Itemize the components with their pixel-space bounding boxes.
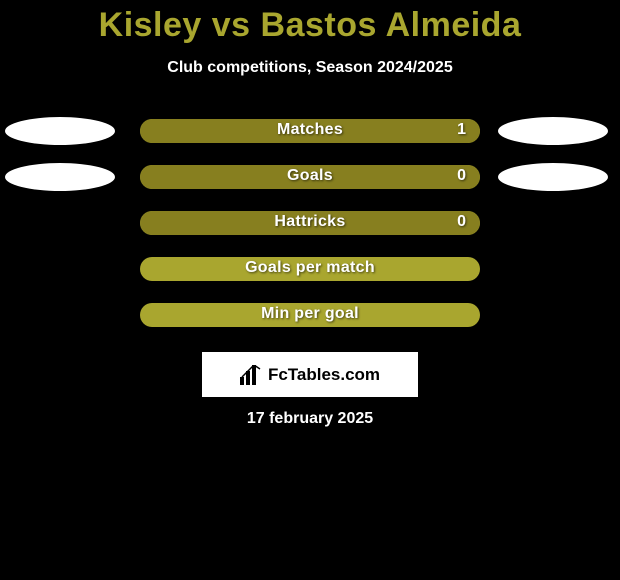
stat-bar: Goals0 [140,165,480,189]
stat-value: 1 [457,121,466,139]
logo-text: FcTables.com [268,365,380,385]
page-title: Kisley vs Bastos Almeida [0,0,620,45]
stat-bar: Matches1 [140,119,480,143]
stat-bar: Min per goal [140,303,480,327]
comparison-card: Kisley vs Bastos Almeida Club competitio… [0,0,620,580]
player-left-ellipse [5,117,115,145]
stat-label: Goals per match [140,259,480,277]
site-logo: FcTables.com [202,352,418,397]
page-subtitle: Club competitions, Season 2024/2025 [0,59,620,77]
date-text: 17 february 2025 [0,410,620,428]
player-right-ellipse [498,163,608,191]
stat-row: Goals per match [0,255,620,301]
player-right-ellipse [498,117,608,145]
stat-label: Min per goal [140,305,480,323]
stat-row: Min per goal [0,301,620,347]
stats-container: Matches1Goals0Hattricks0Goals per matchM… [0,117,620,347]
stat-row: Matches1 [0,117,620,163]
stat-row: Goals0 [0,163,620,209]
stat-label: Hattricks [140,213,480,231]
stat-bar: Hattricks0 [140,211,480,235]
stat-value: 0 [457,167,466,185]
player-left-ellipse [5,163,115,191]
stat-value: 0 [457,213,466,231]
stat-label: Matches [140,121,480,139]
stat-bar: Goals per match [140,257,480,281]
bar-chart-icon [240,365,262,385]
stat-row: Hattricks0 [0,209,620,255]
stat-label: Goals [140,167,480,185]
